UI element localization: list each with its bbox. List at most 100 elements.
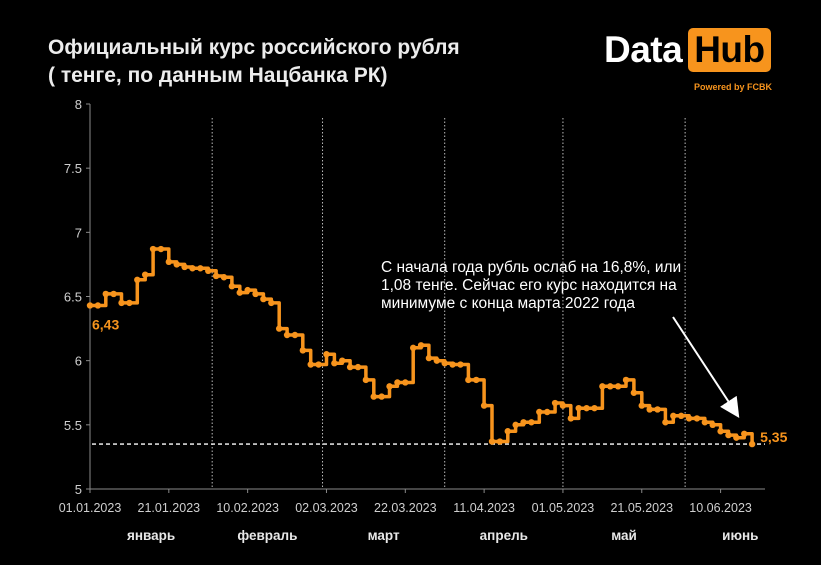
data-point [378, 393, 385, 400]
month-label: март [368, 528, 400, 543]
data-point [433, 357, 441, 364]
powered-by-label: Powered by FCBK [694, 82, 773, 92]
data-point [520, 419, 527, 426]
data-point [394, 379, 401, 386]
title-line-1: Официальный курс российского рубля [48, 36, 460, 59]
month-label: май [611, 528, 637, 543]
data-point [126, 299, 133, 307]
y-tick-label: 7 [75, 225, 82, 240]
y-tick-label: 5 [75, 482, 82, 497]
data-point [228, 283, 236, 290]
data-point [197, 265, 204, 272]
y-tick-label: 8 [75, 97, 82, 112]
data-point [173, 261, 180, 268]
data-point [149, 245, 157, 253]
start-value-label: 6,43 [92, 316, 119, 332]
x-tick-label: 11.04.2023 [453, 501, 515, 515]
x-tick-label: 10.06.2023 [689, 501, 752, 515]
data-point [339, 357, 346, 364]
data-point [480, 402, 488, 409]
data-point [504, 428, 511, 435]
data-point [102, 290, 109, 298]
annotation-line: минимуме с конца марта 2022 года [381, 295, 635, 312]
data-point [212, 272, 220, 280]
data-point [536, 408, 543, 416]
data-point [94, 302, 102, 309]
data-point [315, 361, 322, 368]
x-tick-label: 02.03.2023 [295, 501, 358, 515]
data-point [638, 402, 645, 409]
data-point [709, 421, 716, 429]
data-point [646, 406, 653, 413]
end-value-label: 5,35 [760, 429, 787, 445]
data-point [717, 428, 724, 435]
data-point [86, 302, 94, 309]
data-point [465, 376, 472, 384]
x-tick-label: 21.01.2023 [138, 501, 201, 515]
data-point [748, 440, 756, 448]
data-point [496, 438, 504, 445]
data-point [528, 419, 535, 426]
y-tick-label: 6.5 [64, 290, 82, 305]
data-point [141, 271, 149, 278]
data-point [165, 258, 173, 266]
data-point [252, 290, 259, 298]
data-point [591, 404, 598, 412]
data-point [693, 415, 701, 422]
x-tick-label: 01.01.2023 [59, 501, 122, 515]
data-point [622, 376, 630, 384]
month-label: апрель [480, 528, 528, 543]
data-point [275, 325, 283, 332]
annotation-text: С начала года рубль ослаб на 16,8%, или1… [381, 259, 681, 312]
data-point [670, 412, 677, 420]
data-point [512, 421, 519, 429]
data-point [575, 404, 582, 412]
data-point [457, 361, 464, 368]
data-point [701, 419, 709, 426]
data-point [362, 376, 370, 384]
chart-title: Официальный курс российского рубля ( тен… [48, 34, 460, 90]
data-point [110, 290, 117, 298]
data-point [402, 379, 409, 386]
annotation-line: С начала года рубль ослаб на 16,8%, или [381, 259, 681, 276]
data-point [441, 360, 448, 367]
data-point [354, 363, 362, 371]
x-tick-label: 10.02.2023 [216, 501, 279, 515]
data-point [307, 361, 314, 368]
data-point [268, 299, 275, 307]
month-label: февраль [237, 528, 297, 543]
data-point [662, 419, 669, 426]
data-point [409, 344, 417, 352]
data-point [236, 289, 243, 296]
data-point [473, 376, 480, 384]
data-point [559, 402, 567, 409]
data-point [685, 415, 693, 422]
data-point [260, 295, 267, 303]
title-line-2: ( тенге, по данным Нацбанка РК) [48, 64, 388, 87]
data-point [220, 274, 228, 281]
data-point [417, 342, 425, 349]
annotation-arrow [672, 316, 740, 419]
month-label: январь [127, 528, 175, 543]
data-point [323, 351, 330, 358]
data-point [654, 406, 661, 413]
data-point [189, 265, 196, 272]
x-tick-label: 01.05.2023 [532, 501, 595, 515]
x-tick-label: 22.03.2023 [374, 501, 437, 515]
data-point [181, 263, 188, 271]
data-point [283, 331, 291, 339]
data-point [449, 361, 456, 368]
data-point [331, 360, 338, 367]
data-point [725, 431, 732, 439]
month-label: июнь [722, 528, 758, 543]
data-point [157, 245, 165, 253]
data-point [386, 383, 393, 390]
y-tick-label: 5.5 [64, 418, 82, 433]
data-point [741, 430, 748, 438]
data-point [244, 286, 251, 294]
data-point [599, 383, 606, 390]
data-point [614, 383, 622, 390]
data-point [607, 383, 614, 390]
data-point [205, 267, 212, 275]
